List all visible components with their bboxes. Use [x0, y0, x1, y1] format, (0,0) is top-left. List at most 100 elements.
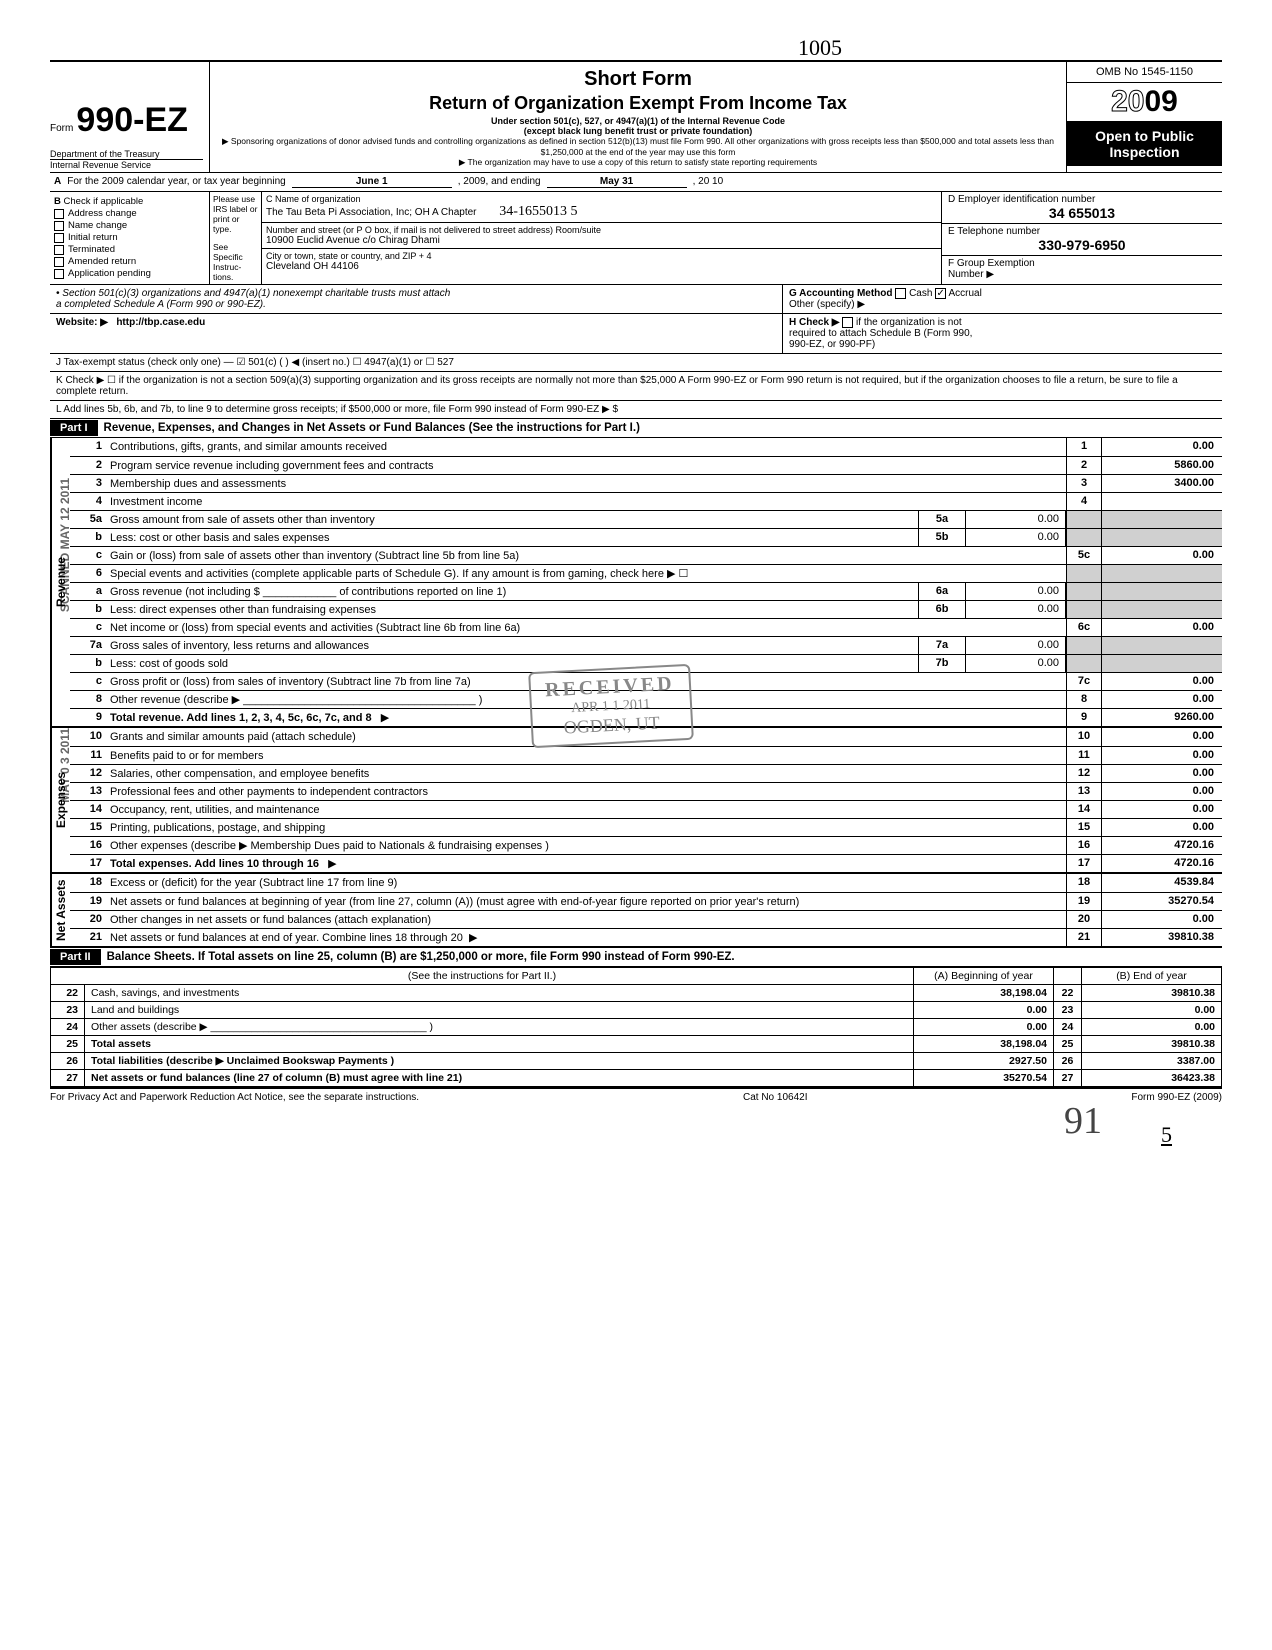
line-desc: Other revenue (describe ▶ ______________… [106, 691, 1066, 708]
bs-col-a-val[interactable]: 0.00 [914, 1002, 1054, 1019]
vlabel-revenue: Revenue [50, 438, 70, 726]
checkbox-amended-return[interactable] [54, 257, 64, 267]
bs-rn: 22 [1054, 985, 1082, 1002]
checkbox-initial-return[interactable] [54, 233, 64, 243]
rval[interactable]: 0.00 [1102, 801, 1222, 818]
line-num: c [70, 673, 106, 690]
checkbox-accrual[interactable]: ✓ [935, 288, 946, 299]
org-address[interactable]: 10900 Euclid Avenue c/o Chirag Dhami [266, 235, 440, 246]
label-website: Website: ▶ [56, 317, 108, 328]
subval[interactable]: 0.00 [966, 637, 1066, 654]
rval[interactable]: 0.00 [1102, 819, 1222, 836]
footer-form: Form 990-EZ (2009) [1131, 1092, 1222, 1103]
rval[interactable]: 35270.54 [1102, 893, 1222, 910]
dept-treasury: Department of the Treasury [50, 149, 203, 159]
rval[interactable]: 9260.00 [1102, 709, 1222, 726]
rval[interactable] [1102, 493, 1222, 510]
checkbox-h[interactable] [842, 317, 853, 328]
label-e-phone: E Telephone number [948, 226, 1216, 237]
rval[interactable]: 0.00 [1102, 765, 1222, 782]
rnum: 20 [1066, 911, 1102, 928]
subval[interactable]: 0.00 [966, 655, 1066, 672]
row-j-tax-status[interactable]: J Tax-exempt status (check only one) — ☑… [50, 353, 1222, 371]
checkbox-address-change[interactable] [54, 209, 64, 219]
rnum: 4 [1066, 493, 1102, 510]
line-num: a [70, 583, 106, 600]
label-g: G Accounting Method [789, 288, 893, 299]
subcol: 7a [918, 637, 966, 654]
sub-copy: ▶ The organization may have to use a cop… [220, 157, 1056, 168]
begin-date[interactable]: June 1 [292, 176, 452, 188]
line-desc: Program service revenue including govern… [106, 457, 1066, 474]
subval[interactable]: 0.00 [966, 601, 1066, 618]
rnum: 15 [1066, 819, 1102, 836]
org-name[interactable]: The Tau Beta Pi Association, Inc; OH A C… [266, 207, 477, 218]
website-url[interactable]: http://tbp.case.edu [116, 317, 205, 328]
bs-col-b-val[interactable]: 0.00 [1082, 1002, 1222, 1019]
footer-catno: Cat No 10642I [743, 1092, 808, 1103]
form-header: Form 990-EZ Department of the Treasury I… [50, 60, 1222, 172]
line-desc: Salaries, other compensation, and employ… [106, 765, 1066, 782]
subval[interactable]: 0.00 [966, 511, 1066, 528]
expenses-section: Expenses 10Grants and similar amounts pa… [50, 728, 1222, 874]
checkbox-cash[interactable] [895, 288, 906, 299]
label-f-group: F Group Exemption [948, 258, 1035, 269]
subval[interactable]: 0.00 [966, 529, 1066, 546]
bs-rn: 24 [1054, 1019, 1082, 1036]
subcol: 6b [918, 601, 966, 618]
rval[interactable]: 0.00 [1102, 673, 1222, 690]
bs-num: 23 [51, 1002, 85, 1019]
bs-col-b-val[interactable]: 39810.38 [1082, 985, 1222, 1002]
rnum: 2 [1066, 457, 1102, 474]
line-desc: Net assets or fund balances at beginning… [106, 893, 1066, 910]
bs-num: 26 [51, 1053, 85, 1070]
bs-col-b-val[interactable]: 3387.00 [1082, 1053, 1222, 1070]
rnum: 16 [1066, 837, 1102, 854]
bs-col-a-val[interactable]: 35270.54 [914, 1070, 1054, 1087]
bs-rn: 25 [1054, 1036, 1082, 1053]
rval[interactable]: 0.00 [1102, 747, 1222, 764]
ein-value[interactable]: 34 655013 [948, 205, 1216, 221]
rnum: 5c [1066, 547, 1102, 564]
rval[interactable]: 0.00 [1102, 728, 1222, 746]
checkbox-application-pending[interactable] [54, 269, 64, 279]
rval[interactable]: 0.00 [1102, 691, 1222, 708]
rval[interactable]: 4539.84 [1102, 874, 1222, 892]
bs-col-a-val[interactable]: 0.00 [914, 1019, 1054, 1036]
bs-col-a-val[interactable]: 38,198.04 [914, 985, 1054, 1002]
rval[interactable]: 0.00 [1102, 911, 1222, 928]
subcol: 5a [918, 511, 966, 528]
subval[interactable]: 0.00 [966, 583, 1066, 600]
line-num: 3 [70, 475, 106, 492]
line-num: 5a [70, 511, 106, 528]
org-city[interactable]: Cleveland OH 44106 [266, 261, 359, 272]
vlabel-netassets: Net Assets [50, 874, 70, 946]
bs-col-b-val[interactable]: 0.00 [1082, 1019, 1222, 1036]
rval[interactable]: 4720.16 [1102, 837, 1222, 854]
part1-title: Revenue, Expenses, and Changes in Net As… [98, 419, 1222, 437]
rval[interactable]: 39810.38 [1102, 929, 1222, 946]
line-desc: Less: cost or other basis and sales expe… [106, 529, 918, 546]
rval[interactable]: 0.00 [1102, 438, 1222, 456]
footer: For Privacy Act and Paperwork Reduction … [50, 1087, 1222, 1103]
bs-col-a-val[interactable]: 2927.50 [914, 1053, 1054, 1070]
rnum: 7c [1066, 673, 1102, 690]
bs-rn: 26 [1054, 1053, 1082, 1070]
line-num: 7a [70, 637, 106, 654]
end-month[interactable]: May 31 [547, 176, 687, 188]
rval[interactable]: 3400.00 [1102, 475, 1222, 492]
rval[interactable]: 0.00 [1102, 547, 1222, 564]
rnum: 14 [1066, 801, 1102, 818]
rval[interactable]: 5860.00 [1102, 457, 1222, 474]
checkbox-name-change[interactable] [54, 221, 64, 231]
rval[interactable]: 4720.16 [1102, 855, 1222, 872]
checkbox-terminated[interactable] [54, 245, 64, 255]
rval[interactable]: 0.00 [1102, 619, 1222, 636]
vlabel-expenses: Expenses [50, 728, 70, 872]
rnum: 19 [1066, 893, 1102, 910]
bs-col-b-val[interactable]: 36423.38 [1082, 1070, 1222, 1087]
bs-col-a-val[interactable]: 38,198.04 [914, 1036, 1054, 1053]
rval[interactable]: 0.00 [1102, 783, 1222, 800]
bs-col-b-val[interactable]: 39810.38 [1082, 1036, 1222, 1053]
phone-value[interactable]: 330-979-6950 [948, 237, 1216, 253]
